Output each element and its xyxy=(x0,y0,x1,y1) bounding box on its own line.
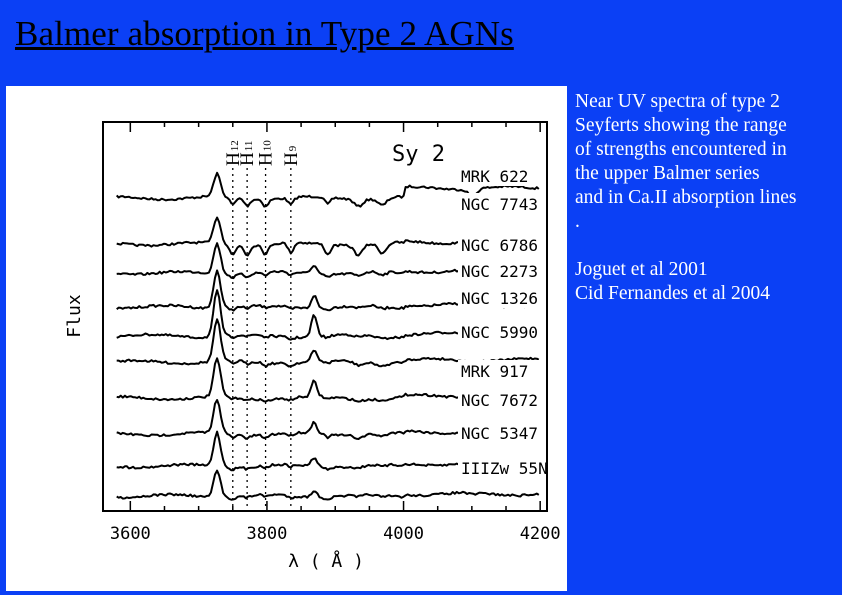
x-tick-label: 4200 xyxy=(520,524,561,544)
series-label: NGC 5990 xyxy=(461,323,538,342)
x-axis-label: λ ( Å ) xyxy=(288,550,364,572)
caption-line: . xyxy=(575,211,580,232)
slide-title: Balmer absorption in Type 2 AGNs xyxy=(15,14,514,53)
caption-line: and in Ca.II absorption lines xyxy=(575,187,797,208)
balmer-marker-label: H12 xyxy=(223,140,244,166)
x-tick-label: 3600 xyxy=(110,524,151,544)
caption-block: Near UV spectra of type 2 Seyferts showi… xyxy=(575,90,841,306)
series-label: NGC 6786 xyxy=(461,236,538,255)
balmer-marker-label: H10 xyxy=(256,140,277,166)
balmer-marker-label: H11 xyxy=(237,141,258,166)
series-label-bg xyxy=(458,193,542,214)
spectra-chart: 3600 3800 4000 4200 λ ( Å ) Flux Sy 2 H12H11H1… xyxy=(64,121,561,572)
x-tick-label: 4000 xyxy=(383,524,424,544)
caption-text: Near UV spectra of type 2 Seyferts showi… xyxy=(575,90,841,234)
caption-line: of strengths encountered in xyxy=(575,139,787,160)
series-label-bg xyxy=(458,389,542,410)
series-label-bg xyxy=(458,234,542,255)
plot-frame xyxy=(102,121,548,512)
series-label: MRK 622 xyxy=(461,167,528,186)
series-label: NGC 7672 xyxy=(461,391,538,410)
reference-line: Joguet et al 2001 xyxy=(575,259,708,280)
series-label-bg xyxy=(458,360,542,381)
figure-panel: 3600 3800 4000 4200 λ ( Å ) Flux Sy 2 H12 H11 H1… xyxy=(6,86,567,591)
y-axis-label: Flux xyxy=(64,294,85,338)
series-label-bg xyxy=(458,165,542,186)
balmer-marker-label: H9 xyxy=(281,145,302,166)
series-label-bg xyxy=(458,321,542,342)
series-label: NGC 1326 xyxy=(461,289,538,308)
x-tick-label: 3800 xyxy=(246,524,287,544)
reference-line: Cid Fernandes et al 2004 xyxy=(575,283,770,304)
series-label-bg xyxy=(458,287,542,308)
caption-line: Seyferts showing the range xyxy=(575,115,787,136)
spectrum-line xyxy=(116,469,540,501)
series-label: MRK 917 xyxy=(461,362,528,381)
series-label-bg xyxy=(458,422,542,443)
references: Joguet et al 2001 Cid Fernandes et al 20… xyxy=(575,258,841,306)
series-label: NGC 5347 xyxy=(461,424,538,443)
caption-line: the upper Balmer series xyxy=(575,163,760,184)
series-label-bg xyxy=(458,457,542,478)
chart-title: Sy 2 xyxy=(392,142,445,167)
series-label: NGC 2273 xyxy=(461,262,538,281)
series-label-bg xyxy=(458,260,542,281)
caption-line: Near UV spectra of type 2 xyxy=(575,91,780,112)
series-label: NGC 7743 xyxy=(461,195,538,214)
series-label: IIIZw 55N xyxy=(461,459,548,478)
